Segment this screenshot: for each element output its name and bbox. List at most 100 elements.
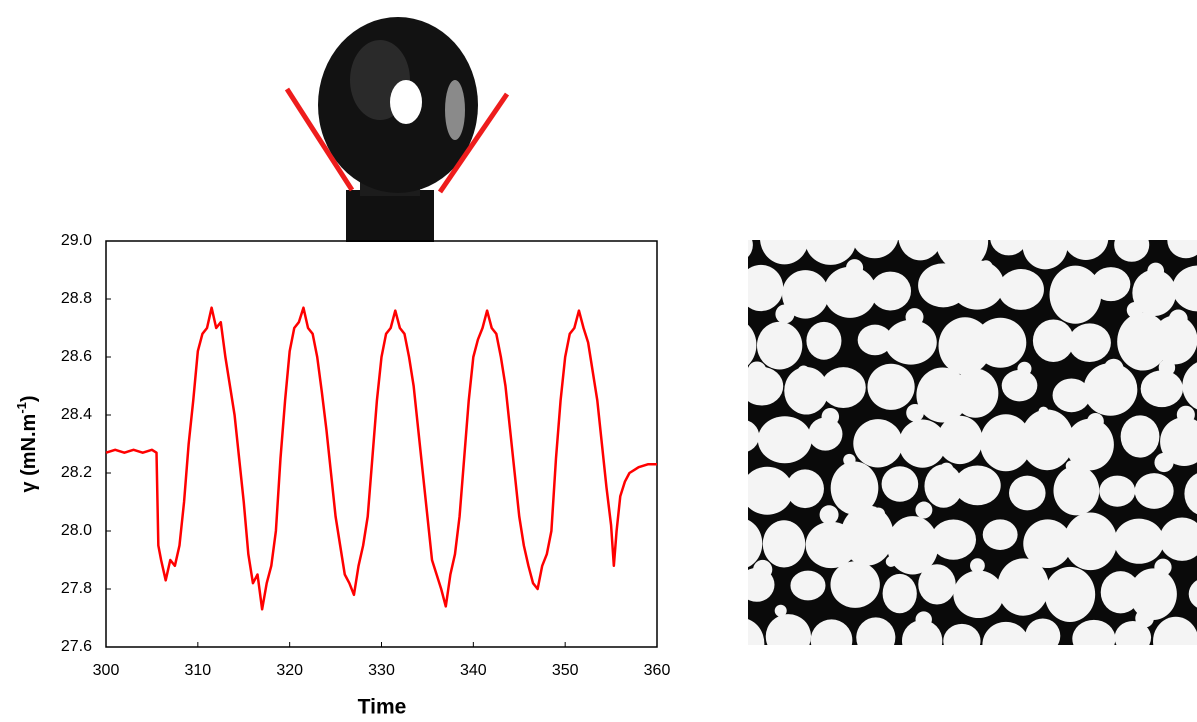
foam-cell bbox=[1129, 568, 1177, 620]
foam-cell bbox=[1188, 580, 1197, 608]
foam-cell bbox=[840, 505, 894, 566]
foam-cell bbox=[748, 240, 753, 257]
y-tick-label: 28.4 bbox=[61, 406, 92, 423]
foam-cell bbox=[851, 240, 898, 259]
foam-cell bbox=[1032, 319, 1074, 362]
foam-cell bbox=[1160, 417, 1197, 466]
foam-cell bbox=[982, 621, 1030, 645]
foam-cell bbox=[998, 269, 1044, 310]
foam-cell bbox=[1113, 518, 1164, 564]
foam-cell bbox=[1049, 265, 1102, 324]
foam-small-cell bbox=[819, 505, 839, 525]
foam-cell bbox=[918, 564, 956, 605]
foam-cell bbox=[901, 620, 943, 645]
y-tick-label: 29.0 bbox=[61, 232, 92, 249]
foam-cell bbox=[954, 465, 1001, 506]
foam-cell bbox=[1172, 265, 1197, 312]
foam-cell bbox=[870, 271, 912, 311]
foam-cell bbox=[1022, 240, 1068, 270]
x-axis-label: Time bbox=[358, 696, 407, 719]
foam-cell bbox=[1044, 566, 1096, 622]
foam-cell bbox=[1152, 315, 1197, 365]
y-label-text: γ (mN.m bbox=[18, 414, 40, 493]
foam-cell bbox=[867, 363, 915, 410]
foam-cell bbox=[1100, 571, 1141, 614]
foam-cell bbox=[820, 367, 866, 409]
foam-cell bbox=[1001, 369, 1038, 402]
foam-cell bbox=[1099, 475, 1136, 507]
y-label-text: ) bbox=[18, 395, 40, 402]
foam-cell bbox=[784, 366, 829, 415]
x-tick-label: 320 bbox=[276, 662, 303, 679]
foam-cell bbox=[748, 519, 763, 568]
foam-cell bbox=[980, 414, 1032, 472]
foam-image bbox=[748, 240, 1197, 675]
foam-cell bbox=[823, 266, 877, 318]
y-tick-label: 28.2 bbox=[61, 464, 92, 481]
y-tick-label: 28.6 bbox=[61, 348, 92, 365]
foam-small-cell bbox=[970, 558, 985, 574]
foam-cell bbox=[950, 260, 1005, 310]
foam-cell bbox=[898, 240, 943, 261]
foam-cell bbox=[748, 466, 793, 515]
foam-small-cell bbox=[847, 658, 864, 675]
foam-cell bbox=[1025, 618, 1061, 645]
foam-cell bbox=[765, 614, 812, 645]
y-label-superscript: -1 bbox=[14, 402, 29, 414]
foam-cell bbox=[790, 570, 826, 601]
foam-cell bbox=[810, 619, 853, 645]
foam-small-cell bbox=[915, 501, 933, 519]
foam-cell bbox=[782, 270, 829, 319]
foam-cell bbox=[1167, 240, 1197, 259]
foam-cell bbox=[953, 570, 1004, 619]
foam-cell bbox=[786, 469, 824, 509]
foam-cell bbox=[1065, 418, 1114, 471]
y-axis-label: γ (mN.m-1) bbox=[14, 395, 40, 492]
foam-cell bbox=[1182, 362, 1197, 410]
foam-cell bbox=[1020, 409, 1074, 471]
foam-cell bbox=[1140, 370, 1184, 408]
foam-cell bbox=[1153, 616, 1197, 645]
x-tick-label: 340 bbox=[460, 662, 487, 679]
foam-cell bbox=[856, 617, 896, 645]
foam-small-cell bbox=[906, 403, 924, 422]
foam-cell bbox=[1091, 267, 1131, 302]
foam-cell bbox=[748, 567, 775, 602]
foam-cell bbox=[805, 240, 856, 265]
foam-cell bbox=[830, 561, 880, 608]
foam-cell bbox=[756, 321, 803, 370]
foam-cell bbox=[1052, 378, 1091, 413]
foam-small-cell bbox=[1061, 656, 1072, 667]
foam-cells bbox=[748, 240, 1197, 675]
foam-cell bbox=[748, 324, 757, 366]
foam-cell bbox=[1134, 473, 1174, 509]
foam-cell bbox=[748, 366, 784, 406]
foam-cell bbox=[882, 573, 917, 614]
foam-cell bbox=[1114, 621, 1152, 645]
foam-cell bbox=[924, 464, 963, 508]
data-line bbox=[105, 306, 657, 611]
x-tick-label: 300 bbox=[93, 662, 120, 679]
foam-cell bbox=[762, 520, 806, 568]
foam-small-cell bbox=[979, 660, 992, 673]
foam-cell bbox=[1083, 363, 1138, 416]
foam-cell bbox=[990, 240, 1028, 256]
foam-cell bbox=[1159, 517, 1197, 561]
drop-image bbox=[284, 17, 510, 242]
x-tick-label: 310 bbox=[184, 662, 211, 679]
foam-cell bbox=[1023, 519, 1072, 569]
foam-cell bbox=[982, 519, 1018, 550]
x-tick-label: 350 bbox=[552, 662, 579, 679]
foam-cell bbox=[884, 319, 937, 365]
foam-cell bbox=[974, 317, 1027, 368]
y-tick-label: 27.8 bbox=[61, 580, 92, 597]
foam-small-cell bbox=[805, 655, 820, 670]
foam-cell bbox=[748, 264, 784, 312]
foam-cell bbox=[1053, 465, 1100, 516]
foam-cell bbox=[937, 415, 983, 465]
foam-cell bbox=[748, 619, 765, 645]
foam-cell bbox=[760, 240, 809, 265]
foam-cell bbox=[1009, 475, 1046, 511]
foam-cell bbox=[853, 419, 903, 468]
